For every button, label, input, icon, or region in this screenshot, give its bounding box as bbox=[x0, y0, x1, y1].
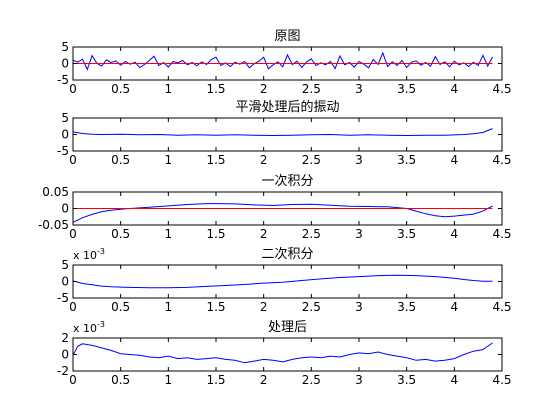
chart-3-ytick-label: 0 bbox=[61, 202, 69, 216]
chart-4-xtick-label: 4.5 bbox=[492, 300, 511, 314]
chart-1-xtick-label: 0.5 bbox=[111, 82, 130, 96]
chart-4-xtick-label: 2 bbox=[260, 300, 268, 314]
chart-4-panel: 0 0.5 1 1.5 2 2.5 3 3.5 4 4.550-5x 10-3 二次积分 bbox=[57, 246, 512, 314]
chart-5-xtick-label: 0 bbox=[69, 373, 77, 387]
chart-5-xtick-label: 1.5 bbox=[206, 373, 225, 387]
chart-1-ytick-label: -5 bbox=[57, 73, 69, 87]
chart-3-xtick-label: 3.5 bbox=[397, 227, 416, 241]
chart-5-xtick-label: 3.5 bbox=[397, 373, 416, 387]
chart-4-xtick-label: 4 bbox=[451, 300, 459, 314]
chart-2-xtick-label: 1 bbox=[165, 153, 173, 167]
chart-1-xtick-label: 2.5 bbox=[302, 82, 321, 96]
chart-3-xtick-label: 4 bbox=[451, 227, 459, 241]
chart-1-xtick-label: 1 bbox=[165, 82, 173, 96]
chart-3-xtick-label: 1 bbox=[165, 227, 173, 241]
chart-5-xtick-label: 4.5 bbox=[492, 373, 511, 387]
chart-3-xtick-label: 1.5 bbox=[206, 227, 225, 241]
chart-1-xtick-label: 2 bbox=[260, 82, 268, 96]
chart-4-title: 二次积分 bbox=[261, 246, 313, 262]
chart-2-title: 平滑处理后的振动 bbox=[235, 99, 339, 115]
chart-3-ytick-label: -0.05 bbox=[38, 218, 69, 232]
chart-2-xtick-label: 3 bbox=[355, 153, 363, 167]
chart-3-xtick-label: 3 bbox=[355, 227, 363, 241]
chart-4-exponent-power: -3 bbox=[97, 247, 105, 256]
chart-2-xtick-label: 2 bbox=[260, 153, 268, 167]
chart-4-xtick-label: 3.5 bbox=[397, 300, 416, 314]
chart-3-xtick-label: 0 bbox=[69, 227, 77, 241]
chart-4-xtick-label: 0 bbox=[69, 300, 77, 314]
chart-5-xtick-label: 1 bbox=[165, 373, 173, 387]
chart-1-xtick-label: 0 bbox=[69, 82, 77, 96]
chart-3-xtick-label: 2.5 bbox=[302, 227, 321, 241]
chart-5-xtick-label: 3 bbox=[355, 373, 363, 387]
chart-5-ytick-label: -2 bbox=[57, 364, 69, 378]
chart-4-ytick-label: 5 bbox=[61, 258, 69, 272]
chart-4-xtick-label: 1 bbox=[165, 300, 173, 314]
chart-2-ytick-label: -5 bbox=[57, 144, 69, 158]
chart-3-title: 一次积分 bbox=[261, 173, 313, 189]
chart-2-xtick-label: 1.5 bbox=[206, 153, 225, 167]
chart-4-xtick-label: 0.5 bbox=[111, 300, 130, 314]
chart-5-exponent-label: x 10-3 bbox=[73, 320, 105, 335]
chart-4-xtick-label: 3 bbox=[355, 300, 363, 314]
chart-3-xtick-label: 4.5 bbox=[492, 227, 511, 241]
chart-4-ytick-label: -5 bbox=[57, 291, 69, 305]
chart-2-ytick-label: 5 bbox=[61, 111, 69, 125]
chart-5-ytick-label: 2 bbox=[61, 331, 69, 345]
chart-3-ytick-label: 0.05 bbox=[42, 185, 69, 199]
chart-5-xtick-label: 0.5 bbox=[111, 373, 130, 387]
chart-3-xtick-label: 2 bbox=[260, 227, 268, 241]
chart-4-xtick-label: 1.5 bbox=[206, 300, 225, 314]
chart-1-xtick-label: 4 bbox=[451, 82, 459, 96]
chart-1-xtick-label: 3.5 bbox=[397, 82, 416, 96]
chart-5-xtick-label: 4 bbox=[451, 373, 459, 387]
chart-1-xtick-label: 1.5 bbox=[206, 82, 225, 96]
chart-2-xtick-label: 0 bbox=[69, 153, 77, 167]
chart-5-exponent-base: x 10 bbox=[73, 322, 97, 335]
chart-5-title: 处理后 bbox=[268, 320, 307, 335]
chart-2-xtick-label: 2.5 bbox=[302, 153, 321, 167]
chart-5-xtick-label: 2 bbox=[260, 373, 268, 387]
chart-1-xtick-label: 4.5 bbox=[492, 82, 511, 96]
chart-2-xtick-label: 0.5 bbox=[111, 153, 130, 167]
chart-5-axes-frame bbox=[73, 338, 502, 371]
chart-2-ytick-label: 0 bbox=[61, 128, 69, 142]
chart-1-xtick-label: 3 bbox=[355, 82, 363, 96]
chart-1-ytick-label: 0 bbox=[61, 57, 69, 71]
chart-1-title: 原图 bbox=[274, 29, 300, 44]
chart-1-panel: 0 0.5 1 1.5 2 2.5 3 3.5 4 4.550-5原图 bbox=[57, 29, 512, 96]
chart-5-xtick-label: 2.5 bbox=[302, 373, 321, 387]
chart-5-exponent-power: -3 bbox=[97, 320, 105, 329]
chart-5-panel: 0 0.5 1 1.5 2 2.5 3 3.5 4 4.520-2x 10-3 处理后 bbox=[57, 320, 512, 387]
chart-5-ytick-label: 0 bbox=[61, 348, 69, 362]
chart-3-xtick-label: 0.5 bbox=[111, 227, 130, 241]
chart-2-xtick-label: 4.5 bbox=[492, 153, 511, 167]
chart-4-exponent-base: x 10 bbox=[73, 249, 97, 262]
chart-1-ytick-label: 5 bbox=[61, 40, 69, 54]
chart-4-exponent-label: x 10-3 bbox=[73, 247, 105, 262]
chart-2-xtick-label: 3.5 bbox=[397, 153, 416, 167]
chart-2-xtick-label: 4 bbox=[451, 153, 459, 167]
chart-4-xtick-label: 2.5 bbox=[302, 300, 321, 314]
chart-4-ytick-label: 0 bbox=[61, 275, 69, 289]
